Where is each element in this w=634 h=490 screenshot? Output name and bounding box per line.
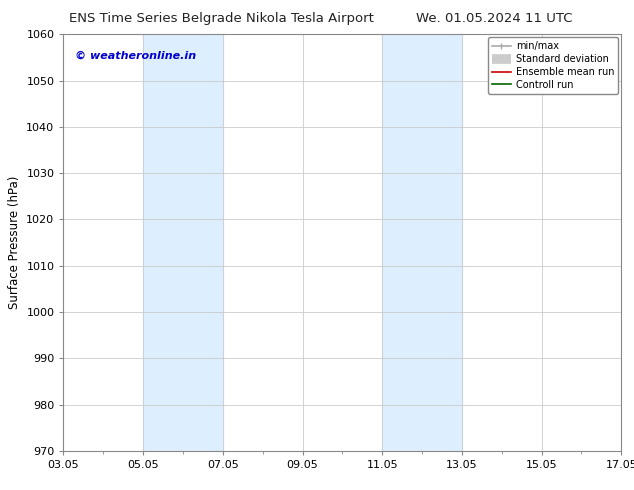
Bar [143, 34, 223, 451]
Bar [382, 34, 462, 451]
Text: ENS Time Series Belgrade Nikola Tesla Airport: ENS Time Series Belgrade Nikola Tesla Ai… [70, 12, 374, 25]
Text: © weatheronline.in: © weatheronline.in [75, 51, 196, 61]
Text: We. 01.05.2024 11 UTC: We. 01.05.2024 11 UTC [417, 12, 573, 25]
Y-axis label: Surface Pressure (hPa): Surface Pressure (hPa) [8, 176, 21, 309]
Legend: min/max, Standard deviation, Ensemble mean run, Controll run: min/max, Standard deviation, Ensemble me… [488, 37, 618, 94]
